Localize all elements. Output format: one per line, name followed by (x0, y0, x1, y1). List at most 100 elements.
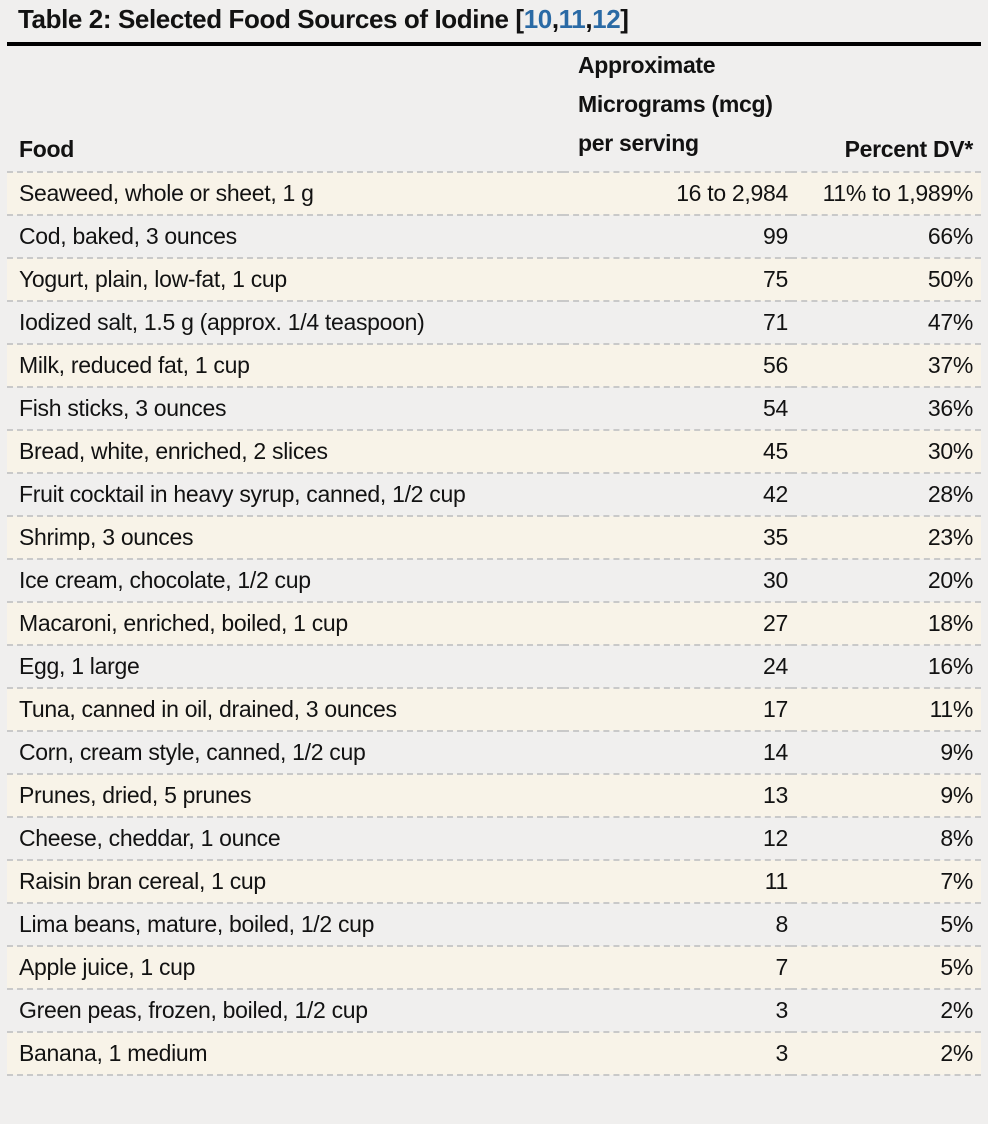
micrograms-cell: 7 (775, 954, 789, 980)
food-cell: Cod, baked, 3 ounces (19, 223, 237, 249)
percent-dv-cell: 5% (940, 954, 973, 980)
table-row: Fish sticks, 3 ounces 54 36% (7, 387, 981, 430)
reference-separator: , (585, 4, 593, 34)
reference-link-12[interactable]: 12 (592, 4, 621, 34)
micrograms-cell: 12 (763, 825, 788, 851)
percent-dv-cell: 5% (940, 911, 973, 937)
food-cell: Fish sticks, 3 ounces (19, 395, 227, 421)
table-row: Egg, 1 large 24 16% (7, 645, 981, 688)
food-cell: Banana, 1 medium (19, 1040, 208, 1066)
table-row: Seaweed, whole or sheet, 1 g 16 to 2,984… (7, 172, 981, 215)
food-cell: Lima beans, mature, boiled, 1/2 cup (19, 911, 375, 937)
table-row: Cod, baked, 3 ounces 99 66% (7, 215, 981, 258)
table-row: Shrimp, 3 ounces 35 23% (7, 516, 981, 559)
table-row: Macaroni, enriched, boiled, 1 cup 27 18% (7, 602, 981, 645)
reference-separator: , (551, 4, 559, 34)
percent-dv-cell: 2% (940, 1040, 973, 1066)
table-row: Yogurt, plain, low-fat, 1 cup 75 50% (7, 258, 981, 301)
table-row: Corn, cream style, canned, 1/2 cup 14 9% (7, 731, 981, 774)
table-title-text: Table 2: Selected Food Sources of Iodine… (18, 4, 524, 34)
percent-dv-cell: 28% (927, 481, 973, 507)
header-row: Food Approximate Micrograms (mcg) per se… (7, 46, 981, 172)
percent-dv-cell: 7% (940, 868, 973, 894)
micrograms-cell: 35 (763, 524, 788, 550)
food-cell: Prunes, dried, 5 prunes (19, 782, 252, 808)
percent-dv-cell: 50% (927, 266, 973, 292)
table-row: Prunes, dried, 5 prunes 13 9% (7, 774, 981, 817)
micrograms-cell: 30 (763, 567, 788, 593)
table-row: Bread, white, enriched, 2 slices 45 30% (7, 430, 981, 473)
food-cell: Milk, reduced fat, 1 cup (19, 352, 250, 378)
percent-dv-cell: 9% (940, 739, 973, 765)
column-header-percent-dv: Percent DV* (844, 136, 974, 162)
percent-dv-cell: 9% (940, 782, 973, 808)
table-row: Milk, reduced fat, 1 cup 56 37% (7, 344, 981, 387)
micrograms-cell: 75 (763, 266, 788, 292)
percent-dv-cell: 66% (927, 223, 973, 249)
micrograms-cell: 99 (763, 223, 788, 249)
percent-dv-cell: 8% (940, 825, 973, 851)
micrograms-cell: 3 (775, 997, 789, 1023)
micrograms-cell: 45 (763, 438, 788, 464)
table-row: Cheese, cheddar, 1 ounce 12 8% (7, 817, 981, 860)
food-cell: Raisin bran cereal, 1 cup (19, 868, 266, 894)
percent-dv-cell: 11% to 1,989% (822, 180, 974, 206)
table-body: Seaweed, whole or sheet, 1 g 16 to 2,984… (7, 172, 981, 1075)
micrograms-cell: 17 (763, 696, 788, 722)
food-cell: Yogurt, plain, low-fat, 1 cup (19, 266, 287, 292)
table-row: Lima beans, mature, boiled, 1/2 cup 8 5% (7, 903, 981, 946)
table-title: Table 2: Selected Food Sources of Iodine… (7, 2, 981, 46)
micrograms-cell: 54 (763, 395, 788, 421)
reference-link-10[interactable]: 10 (523, 4, 553, 34)
table-row: Apple juice, 1 cup 7 5% (7, 946, 981, 989)
micrograms-cell: 3 (775, 1040, 789, 1066)
food-cell: Corn, cream style, canned, 1/2 cup (19, 739, 366, 765)
column-header-food: Food (19, 136, 74, 162)
percent-dv-cell: 23% (927, 524, 973, 550)
reference-link-11[interactable]: 11 (558, 4, 586, 34)
micrograms-cell: 27 (763, 610, 788, 636)
micrograms-cell: 13 (763, 782, 788, 808)
column-header-micrograms-line1: Approximate (578, 52, 716, 78)
column-header-micrograms: Approximate Micrograms (mcg) per serving (563, 46, 791, 172)
food-cell: Bread, white, enriched, 2 slices (19, 438, 328, 464)
percent-dv-cell: 37% (927, 352, 973, 378)
micrograms-cell: 11 (764, 868, 789, 894)
percent-dv-cell: 16% (927, 653, 973, 679)
iodine-food-sources-page: Table 2: Selected Food Sources of Iodine… (7, 2, 981, 1076)
percent-dv-cell: 47% (927, 309, 973, 335)
micrograms-cell: 8 (775, 911, 789, 937)
food-sources-table: Food Approximate Micrograms (mcg) per se… (7, 46, 981, 1076)
food-cell: Fruit cocktail in heavy syrup, canned, 1… (19, 481, 466, 507)
percent-dv-cell: 2% (940, 997, 973, 1023)
table-row: Fruit cocktail in heavy syrup, canned, 1… (7, 473, 981, 516)
percent-dv-cell: 30% (927, 438, 973, 464)
table-row: Ice cream, chocolate, 1/2 cup 30 20% (7, 559, 981, 602)
food-cell: Egg, 1 large (19, 653, 140, 679)
micrograms-cell: 24 (763, 653, 788, 679)
column-header-micrograms-line3: per serving (578, 130, 699, 156)
micrograms-cell: 16 to 2,984 (676, 180, 788, 206)
micrograms-cell: 71 (763, 309, 788, 335)
food-cell: Cheese, cheddar, 1 ounce (19, 825, 281, 851)
micrograms-cell: 56 (763, 352, 788, 378)
table-row: Raisin bran cereal, 1 cup 11 7% (7, 860, 981, 903)
percent-dv-cell: 36% (927, 395, 973, 421)
food-cell: Macaroni, enriched, boiled, 1 cup (19, 610, 348, 636)
table-row: Tuna, canned in oil, drained, 3 ounces 1… (7, 688, 981, 731)
table-header: Food Approximate Micrograms (mcg) per se… (7, 46, 981, 172)
table-row: Banana, 1 medium 3 2% (7, 1032, 981, 1075)
micrograms-cell: 14 (763, 739, 788, 765)
percent-dv-cell: 20% (927, 567, 973, 593)
table-title-bracket-close: ] (620, 4, 629, 34)
percent-dv-cell: 11% (929, 696, 974, 722)
column-header-micrograms-line2: Micrograms (mcg) (578, 91, 773, 117)
food-cell: Ice cream, chocolate, 1/2 cup (19, 567, 311, 593)
food-cell: Iodized salt, 1.5 g (approx. 1/4 teaspoo… (19, 309, 425, 335)
percent-dv-cell: 18% (927, 610, 973, 636)
food-cell: Shrimp, 3 ounces (19, 524, 194, 550)
food-cell: Tuna, canned in oil, drained, 3 ounces (19, 696, 397, 722)
food-cell: Green peas, frozen, boiled, 1/2 cup (19, 997, 368, 1023)
table-row: Green peas, frozen, boiled, 1/2 cup 3 2% (7, 989, 981, 1032)
table-row: Iodized salt, 1.5 g (approx. 1/4 teaspoo… (7, 301, 981, 344)
